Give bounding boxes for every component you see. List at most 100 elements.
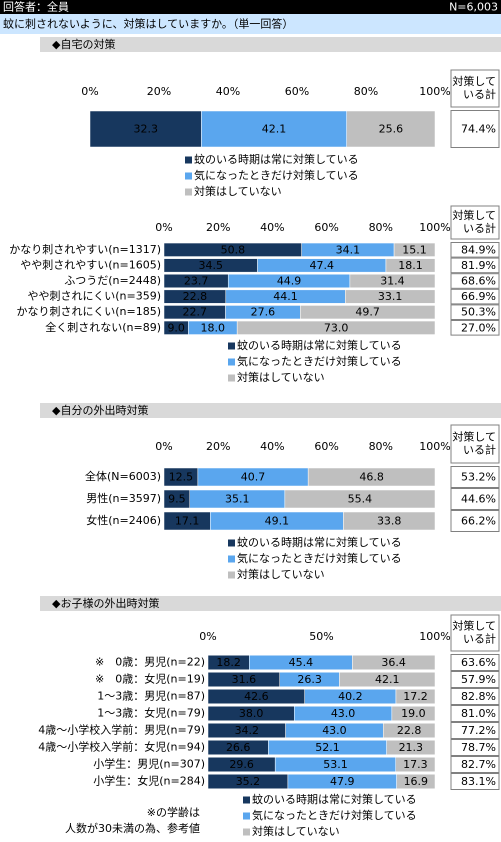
total-value: 84.9% [461,243,496,256]
bar-segment [396,774,436,789]
bar-segment [300,305,436,320]
total-value: 66.9% [461,290,496,303]
total-box [450,257,500,274]
total-value: 27.0% [461,321,496,334]
value-label: 22.8 [183,290,208,303]
value-label: 33.8 [377,515,402,528]
legend-swatch [228,539,235,547]
value-label: 18.2 [216,656,241,669]
x-tick-label: 80% [369,221,393,234]
section-bar [40,37,501,52]
value-label: 43.0 [331,707,356,720]
total-value: 82.8% [461,690,496,703]
total-box [450,722,500,739]
value-label: 22.7 [183,306,208,319]
value-label: 36.4 [381,656,406,669]
total-box [450,654,500,671]
bar-segment [386,740,436,755]
value-label: 47.9 [330,775,355,788]
x-tick-label: 80% [369,440,393,453]
value-label: 34.5 [198,259,223,272]
value-label: 53.1 [323,758,348,771]
value-label: 34.1 [336,243,361,256]
value-label: 21.3 [399,741,424,754]
value-label: 17.2 [403,690,428,703]
category-label: やや刺されやすい(n=1605) [20,258,161,271]
legend-swatch [185,172,192,180]
category-label: 4歳～小学校入学前：女児(n=94) [38,740,205,754]
question-bar [0,14,501,34]
total-box [450,671,500,688]
total-value: 78.7% [461,741,496,754]
total-box [450,273,500,289]
bar-segment [352,655,436,670]
total-header: いる計 [463,632,496,646]
value-label: 40.2 [338,690,363,703]
value-label: 35.2 [236,775,261,788]
total-header-box [450,205,500,240]
total-value: 77.2% [461,724,496,737]
total-header: いる計 [463,87,496,101]
section-bar [40,403,501,418]
value-label: 19.0 [401,707,426,720]
sample-size: N=6,003 [449,1,498,14]
x-tick-label: 20% [147,85,171,98]
bar-segment [343,511,436,531]
value-label: 47.4 [309,259,334,272]
total-value: 50.3% [461,306,496,319]
value-label: 16.9 [404,775,429,788]
value-label: 44.1 [273,290,298,303]
x-tick-label: 60% [314,221,338,234]
total-header: いる計 [463,443,496,457]
x-tick-label: 50% [309,630,333,643]
legend-label: 対策はしていない [194,184,282,198]
legend-label: 対策はしていない [237,567,325,581]
value-label: 73.0 [324,321,349,334]
bar-segment [345,289,436,304]
category-label: 全く刺されない(n=89) [45,320,161,334]
value-label: 25.6 [379,123,404,136]
x-tick-label: 100% [419,630,450,643]
category-label: 全体(N=6003) [85,469,161,483]
bar-segment [382,723,436,738]
value-label: 43.0 [322,724,347,737]
total-header: いる計 [463,221,496,235]
legend-swatch [185,156,192,164]
legend-label: 対策はしていない [237,370,325,384]
value-label: 45.4 [289,656,314,669]
legend-label: 気になったときだけ対策している [194,168,359,182]
section-title: ◆お子様の外出時対策 [52,596,159,610]
bar-segment [395,689,436,704]
value-label: 9.0 [167,321,185,334]
value-label: 49.1 [265,515,290,528]
total-box [450,110,500,148]
legend-swatch [185,188,192,196]
x-tick-label: 20% [206,221,230,234]
legend-label: 蚊のいる時期は常に対策している [252,792,417,806]
x-tick-label: 40% [216,85,240,98]
x-tick-label: 80% [354,85,378,98]
category-label: 女性(n=2406) [86,513,161,527]
category-label: かなり刺されにくい(n=185) [16,305,161,318]
x-tick-label: 0% [81,85,98,98]
category-label: ※ 0歳：女児(n=19) [95,672,205,686]
total-value: 53.2% [461,471,496,484]
bar-segment [393,242,436,257]
legend-swatch [243,812,250,820]
legend-swatch [228,571,235,579]
value-label: 40.7 [241,471,266,484]
legend-swatch [228,342,235,350]
x-tick-label: 0% [199,630,216,643]
total-value: 81.0% [461,707,496,720]
value-label: 32.3 [133,123,158,136]
legend-label: 対策はしていない [252,824,340,838]
bar-segment [385,258,436,273]
value-label: 18.0 [201,321,226,334]
total-value: 82.7% [461,758,496,771]
value-label: 17.3 [403,758,428,771]
total-value: 81.9% [461,259,496,272]
value-label: 42.6 [244,690,269,703]
value-label: 9.5 [168,493,186,506]
category-label: かなり刺されやすい(n=1317) [9,243,161,256]
